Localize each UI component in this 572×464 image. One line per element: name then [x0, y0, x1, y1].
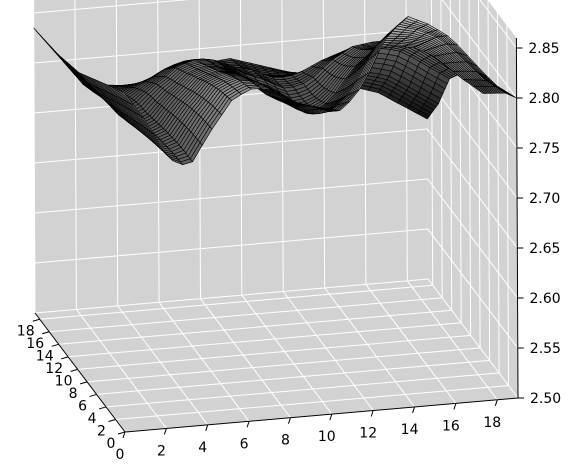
z-tick-label: 2.85 — [528, 41, 559, 57]
y-tick-mark — [79, 381, 88, 385]
x-tick-mark — [122, 431, 126, 439]
y-tick-mark — [108, 418, 116, 422]
y-tick-label: 10 — [55, 373, 73, 389]
y-tick-label: 2 — [97, 424, 106, 440]
y-tick-mark — [98, 406, 107, 410]
y-tick-label: 18 — [17, 323, 35, 339]
surface-mesh — [33, 16, 517, 166]
z-gridline — [34, 228, 519, 349]
axis-lines — [32, 37, 524, 439]
z-tick-label: 2.50 — [530, 391, 561, 407]
y-tick-label: 14 — [36, 348, 54, 364]
y-tick-label: 8 — [69, 386, 78, 402]
y-tick-mark — [61, 356, 69, 360]
surface-face — [504, 90, 517, 99]
x-tick-label: 0 — [116, 447, 125, 463]
y-tick-label: 12 — [45, 361, 63, 377]
z-tick-label: 2.70 — [529, 191, 560, 207]
y-tick-label: 4 — [88, 411, 97, 427]
x-axis-line — [124, 397, 519, 433]
x-tick-label: 2 — [157, 443, 166, 459]
tick-labels: 0 2 4 6 8 10 12 14 16 180246810121416182.502.552.… — [17, 41, 561, 463]
x-tick-mark — [163, 428, 167, 435]
y-tick-mark — [42, 331, 50, 335]
x-tick-mark — [205, 424, 209, 432]
x-tick-label: 18 — [483, 415, 501, 431]
x-tick-mark — [494, 399, 498, 406]
x-tick-label: 14 — [401, 422, 419, 438]
y-tick-label: 0 — [107, 436, 116, 452]
y-tick-mark — [70, 368, 78, 372]
y-tick-mark — [89, 393, 97, 397]
floor-pane — [35, 279, 518, 432]
x-tick-mark — [412, 406, 416, 414]
z-gridline — [479, 0, 517, 49]
x-tick-mark — [246, 421, 250, 428]
z-tick-label: 2.80 — [529, 91, 560, 107]
y-tick-mark — [32, 318, 40, 322]
x-tick-label: 12 — [359, 426, 377, 442]
x-tick-mark — [287, 417, 291, 424]
x-tick-label: 16 — [442, 418, 460, 434]
y-tick-mark — [117, 431, 126, 435]
x-tick-label: 10 — [318, 429, 336, 445]
z-gridline — [33, 0, 517, 99]
y-tick-mark — [51, 343, 59, 347]
x-tick-mark — [453, 403, 457, 410]
z-tick-label: 2.75 — [529, 141, 560, 157]
x-tick-label: 6 — [240, 436, 249, 452]
x-tick-mark — [329, 413, 333, 421]
side-pane — [426, 0, 518, 398]
z-tick-label: 2.65 — [529, 241, 560, 257]
x-tick-label: 4 — [198, 440, 207, 456]
y-tick-label: 16 — [26, 336, 44, 352]
x-tick-label: 8 — [281, 433, 290, 449]
z-gridline — [34, 178, 518, 299]
y-axis-line — [34, 312, 126, 433]
z-tick-label: 2.55 — [530, 341, 561, 357]
z-gridline — [34, 278, 519, 399]
x-tick-mark — [370, 410, 374, 417]
z-tick-label: 2.60 — [530, 291, 561, 307]
y-tick-label: 6 — [78, 398, 87, 414]
